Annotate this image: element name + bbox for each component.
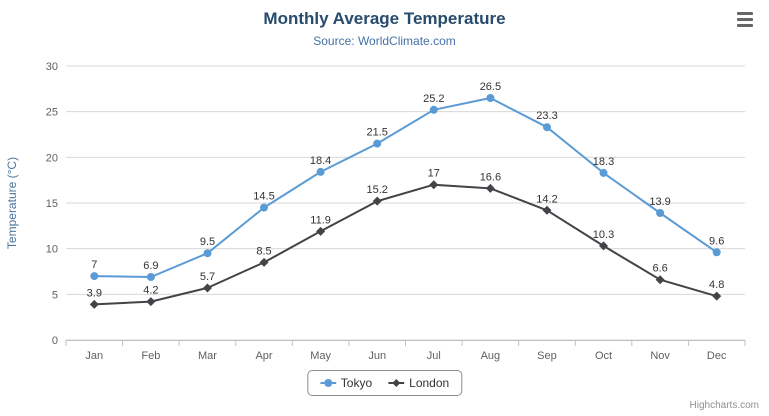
marker-tokyo[interactable] — [260, 203, 268, 212]
chart-subtitle: Source: WorldClimate.com — [313, 34, 456, 48]
marker-tokyo[interactable] — [712, 248, 721, 257]
legend: Tokyo London — [306, 370, 463, 396]
data-label-london: 4.8 — [709, 279, 724, 291]
x-tick-label: Jul — [427, 350, 441, 362]
data-label-tokyo: 13.9 — [649, 196, 670, 208]
x-tick-label: Mar — [198, 350, 217, 362]
legend-item-tokyo[interactable]: Tokyo — [319, 376, 373, 390]
data-label-tokyo: 18.3 — [593, 156, 614, 168]
y-axis-title: Temperature (°C) — [5, 157, 19, 249]
data-label-tokyo: 9.6 — [709, 235, 724, 247]
data-label-london: 6.6 — [652, 263, 667, 275]
data-label-tokyo: 23.3 — [536, 110, 557, 122]
data-label-london: 8.5 — [256, 245, 271, 257]
marker-london[interactable] — [372, 196, 382, 206]
x-tick-label: Dec — [707, 350, 727, 362]
y-tick-label: 5 — [52, 289, 58, 301]
x-tick-label: Jun — [368, 350, 386, 362]
legend-label-london: London — [409, 376, 450, 390]
marker-tokyo[interactable] — [486, 94, 495, 102]
x-tick-label: Nov — [650, 350, 670, 362]
marker-tokyo[interactable] — [656, 209, 665, 217]
marker-tokyo[interactable] — [203, 249, 212, 258]
marker-tokyo[interactable] — [146, 273, 155, 281]
marker-london[interactable] — [712, 291, 722, 301]
marker-tokyo[interactable] — [429, 105, 438, 114]
y-tick-label: 30 — [46, 61, 58, 73]
marker-tokyo[interactable] — [599, 168, 608, 177]
marker-london[interactable] — [202, 283, 212, 293]
marker-london[interactable] — [316, 226, 326, 236]
x-tick-label: Aug — [481, 350, 501, 362]
series-line-tokyo — [94, 97, 718, 278]
marker-london[interactable] — [146, 297, 156, 307]
x-tick-label: Feb — [141, 350, 160, 362]
legend-marker-circle-icon — [319, 379, 336, 387]
data-label-tokyo: 14.5 — [253, 191, 274, 203]
legend-label-tokyo: Tokyo — [340, 376, 373, 390]
x-tick-label: Apr — [255, 350, 272, 362]
marker-london[interactable] — [599, 241, 609, 251]
marker-london[interactable] — [485, 183, 495, 193]
legend-marker-diamond-icon — [388, 379, 405, 387]
data-label-london: 15.2 — [366, 184, 387, 196]
y-tick-label: 25 — [46, 107, 58, 119]
data-label-london: 14.2 — [536, 193, 557, 205]
marker-tokyo[interactable] — [316, 167, 325, 176]
data-label-tokyo: 26.5 — [480, 81, 501, 93]
data-label-london: 4.2 — [143, 285, 158, 297]
marker-tokyo[interactable] — [373, 139, 382, 148]
export-menu-button[interactable] — [733, 8, 759, 30]
data-label-tokyo: 9.5 — [200, 236, 215, 248]
marker-london[interactable] — [89, 299, 99, 309]
highcharts-credit[interactable]: Highcharts.com — [689, 400, 759, 411]
y-tick-label: 15 — [46, 198, 58, 210]
y-tick-label: 0 — [52, 335, 58, 347]
x-tick-label: Jan — [85, 350, 103, 362]
x-tick-label: Sep — [537, 350, 557, 362]
chart-title: Monthly Average Temperature — [263, 9, 506, 28]
marker-tokyo[interactable] — [90, 272, 99, 281]
y-tick-label: 20 — [46, 152, 58, 164]
data-label-london: 3.9 — [87, 287, 102, 299]
data-label-tokyo: 7 — [91, 259, 97, 271]
data-label-tokyo: 25.2 — [423, 93, 444, 105]
data-label-tokyo: 21.5 — [366, 127, 387, 139]
data-label-london: 10.3 — [593, 229, 614, 241]
marker-tokyo[interactable] — [543, 123, 551, 132]
data-label-tokyo: 6.9 — [143, 260, 158, 272]
data-label-london: 16.6 — [480, 171, 501, 183]
marker-london[interactable] — [542, 205, 552, 215]
series-line-london — [94, 183, 717, 306]
marker-london[interactable] — [655, 275, 665, 285]
data-label-london: 5.7 — [200, 271, 215, 283]
hamburger-icon — [737, 11, 755, 27]
marker-london[interactable] — [259, 257, 269, 267]
marker-london[interactable] — [429, 180, 439, 190]
data-label-tokyo: 18.4 — [310, 155, 331, 167]
legend-item-london[interactable]: London — [388, 376, 449, 390]
x-tick-label: Oct — [595, 350, 612, 362]
data-label-london: 11.9 — [310, 214, 331, 226]
data-label-london: 17 — [428, 168, 440, 180]
y-tick-label: 10 — [46, 244, 58, 256]
x-tick-label: May — [310, 350, 331, 362]
